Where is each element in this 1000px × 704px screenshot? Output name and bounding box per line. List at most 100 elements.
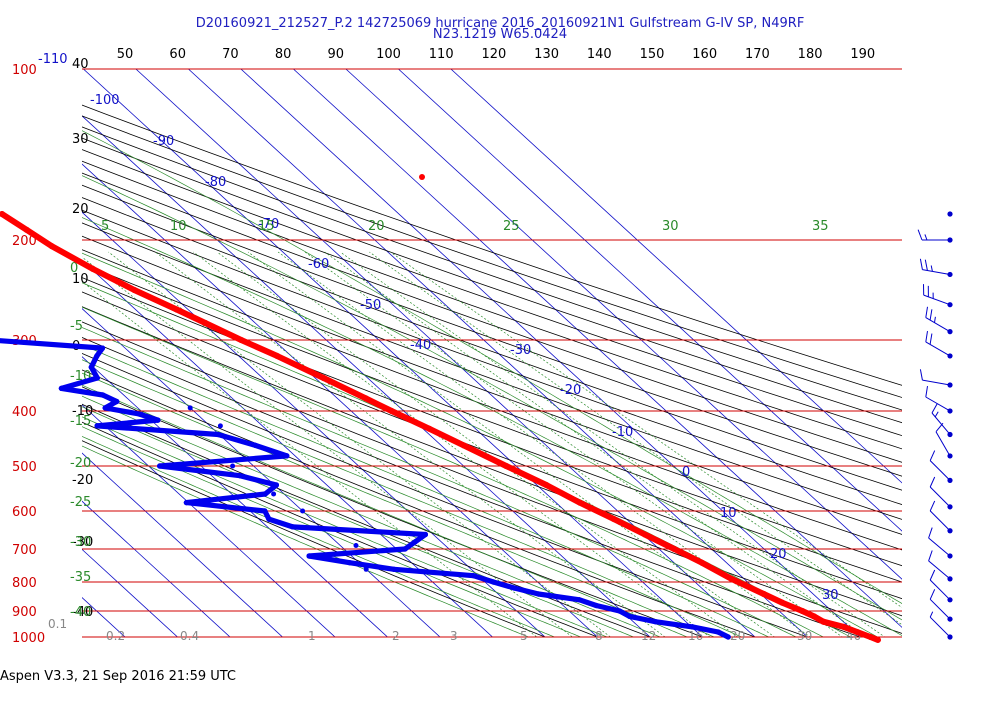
dewpoint-point-segment <box>309 556 350 563</box>
isotherm-label: 0 <box>682 465 690 480</box>
dry-adiabat-line <box>0 69 1000 649</box>
dewpoint-scatter-point <box>218 423 223 428</box>
left-secondary-label: 20 <box>72 202 89 217</box>
temperature-point-segment <box>871 637 878 640</box>
wind-barb-dot <box>947 211 952 216</box>
wind-barb-feather <box>930 309 932 320</box>
dry-adiabat-line <box>0 69 1000 649</box>
wind-barb-feather <box>930 589 935 599</box>
wind-barb-feather <box>930 570 935 580</box>
top-axis-tick-label: 160 <box>692 47 717 62</box>
temperature-isolated-point <box>419 174 425 180</box>
wind-barb-feather <box>929 528 933 538</box>
dry-adiabat-line <box>0 69 1000 649</box>
wind-barb-half-feather <box>930 612 933 618</box>
isotherm-label: 30 <box>822 588 839 603</box>
dewpoint-point-segment <box>97 426 218 435</box>
mixing-ratio-bottom-label: 0.1 <box>48 617 67 631</box>
temperature-point-segment <box>2 214 27 230</box>
mixing-ratio-bottom-label: 30 <box>797 629 812 643</box>
isotherm-label: -10 <box>612 425 633 440</box>
wind-barb-feather <box>918 230 922 240</box>
dewpoint-point-segment <box>394 569 474 575</box>
mixing-ratio-left-label: -25 <box>70 495 91 510</box>
dewpoint-scatter-point <box>364 567 369 572</box>
theta-e-label: 30 <box>662 219 679 234</box>
moist-adiabat-line <box>0 81 768 649</box>
isotherm-label: 20 <box>770 547 787 562</box>
mixing-ratio-left-label: -5 <box>70 319 83 334</box>
top-axis-tick-label: 60 <box>169 47 186 62</box>
mixing-ratio-bottom-label: 8 <box>595 629 603 643</box>
pressure-tick-label: 1000 <box>12 631 45 646</box>
dewpoint-scatter-point <box>271 492 276 497</box>
temperature-point-segment <box>93 269 134 290</box>
dewpoint-scatter-point <box>300 509 305 514</box>
wind-barb-staff <box>926 318 950 332</box>
wind-barb-staff <box>926 397 950 411</box>
isotherm-line <box>0 69 283 637</box>
dry-adiabat-line <box>0 69 1000 649</box>
pressure-tick-label: 500 <box>12 460 37 475</box>
isotherm-line <box>0 69 335 637</box>
top-axis-tick-label: 100 <box>376 47 401 62</box>
temperature-point-segment <box>702 563 732 579</box>
temperature-point-segment <box>241 340 277 356</box>
dewpoint-scatter-point <box>230 464 235 469</box>
mixing-ratio-left-label: -20 <box>70 456 91 471</box>
dry-adiabat-line <box>0 69 735 649</box>
moist-adiabat-line <box>0 81 873 649</box>
theta-e-label: 10 <box>170 219 187 234</box>
left-secondary-label: 40 <box>72 57 89 72</box>
dewpoint-point-segment <box>293 527 426 535</box>
theta-e-label: 5 <box>101 219 109 234</box>
left-secondary-label: -110 <box>38 52 68 67</box>
wind-barb-staff <box>930 511 950 531</box>
left-secondary-label: 30 <box>72 132 89 147</box>
wind-barb-feather <box>929 551 933 561</box>
mixing-ratio-bottom-label: 5 <box>520 629 528 643</box>
dry-adiabat-line <box>0 69 1000 649</box>
wind-barb-feather <box>926 386 928 397</box>
dewpoint-point-segment <box>61 388 102 395</box>
mixing-ratio-left-label: -30 <box>70 535 91 550</box>
top-axis-tick-label: 80 <box>275 47 292 62</box>
chart-subtitle: N23.1219 W65.0424 <box>0 27 1000 42</box>
isotherm-label: -50 <box>360 298 381 313</box>
mixing-ratio-bottom-label: 1 <box>308 629 316 643</box>
pressure-tick-label: 400 <box>12 405 37 420</box>
wind-barb-feather <box>930 451 935 461</box>
wind-barb-staff <box>930 617 950 637</box>
wind-barb-feather <box>930 477 935 487</box>
temperature-point-segment <box>205 323 241 340</box>
dewpoint-scatter-point <box>188 405 193 410</box>
top-axis-tick-label: 50 <box>117 47 134 62</box>
dry-adiabat-line <box>0 69 1000 649</box>
mixing-ratio-left-label: -35 <box>70 570 91 585</box>
temperature-point-segment <box>429 429 463 446</box>
pressure-tick-label: 100 <box>12 63 37 78</box>
wind-barb-feather <box>930 334 932 345</box>
theta-e-label: 25 <box>503 219 520 234</box>
mixing-ratio-bottom-label: 20 <box>730 629 745 643</box>
wind-barb-staff <box>922 380 950 385</box>
mixing-ratio-bottom-label: 0.2 <box>106 629 125 643</box>
dewpoint-point-segment <box>580 600 597 606</box>
dry-adiabat-line <box>0 69 1000 649</box>
top-axis-tick-label: 70 <box>222 47 239 62</box>
wind-barb-staff <box>922 270 950 275</box>
top-axis-tick-label: 130 <box>534 47 559 62</box>
dry-adiabat-line <box>0 69 895 649</box>
mixing-ratio-bottom-label: 12 <box>641 629 656 643</box>
isotherm-label: 10 <box>720 506 737 521</box>
dewpoint-point-segment <box>630 616 656 621</box>
isotherm-label: -100 <box>90 93 120 108</box>
grid-layer <box>0 69 1000 649</box>
top-axis-tick-label: 120 <box>481 47 506 62</box>
moist-adiabat-line <box>0 81 847 649</box>
wind-barb-staff <box>930 461 950 481</box>
dewpoint-point-segment <box>350 563 394 570</box>
isotherm-label: -30 <box>510 343 531 358</box>
